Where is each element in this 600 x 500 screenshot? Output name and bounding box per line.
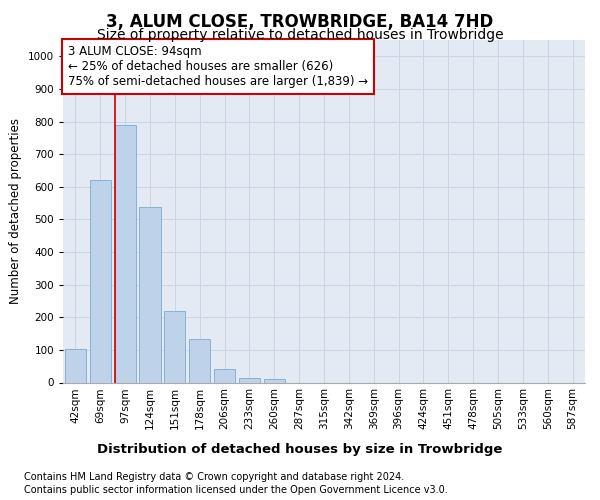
Bar [239, 378, 260, 382]
Y-axis label: Number of detached properties: Number of detached properties [9, 118, 22, 304]
Text: Contains HM Land Registry data © Crown copyright and database right 2024.: Contains HM Land Registry data © Crown c… [24, 472, 404, 482]
Text: Contains public sector information licensed under the Open Government Licence v3: Contains public sector information licen… [24, 485, 448, 495]
Text: 3, ALUM CLOSE, TROWBRIDGE, BA14 7HD: 3, ALUM CLOSE, TROWBRIDGE, BA14 7HD [106, 12, 494, 30]
Text: Size of property relative to detached houses in Trowbridge: Size of property relative to detached ho… [97, 28, 503, 42]
Bar [139, 208, 161, 382]
Bar [189, 340, 210, 382]
Bar [115, 125, 136, 382]
Bar [264, 379, 285, 382]
Bar [90, 180, 111, 382]
Text: 3 ALUM CLOSE: 94sqm
← 25% of detached houses are smaller (626)
75% of semi-detac: 3 ALUM CLOSE: 94sqm ← 25% of detached ho… [68, 45, 368, 88]
Bar [214, 370, 235, 382]
Bar [65, 349, 86, 382]
Text: Distribution of detached houses by size in Trowbridge: Distribution of detached houses by size … [97, 442, 503, 456]
Bar [164, 310, 185, 382]
